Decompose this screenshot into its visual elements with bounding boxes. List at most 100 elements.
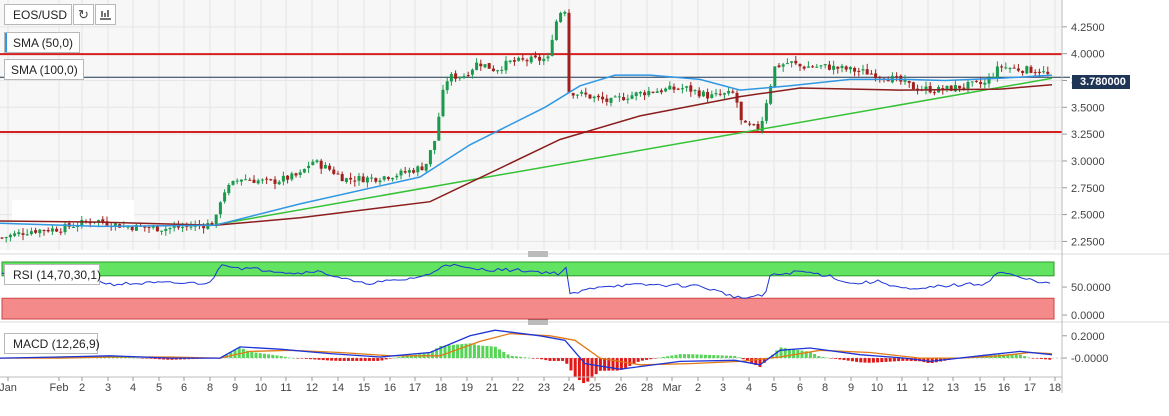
macd-hist-bar-neg — [569, 358, 573, 371]
candle-up — [991, 77, 995, 79]
macd-hist-bar-neg — [556, 358, 560, 361]
candle-down — [34, 230, 38, 233]
macd-hist-bar-pos — [666, 356, 670, 359]
x-tick-label: 22 — [512, 382, 524, 394]
legend-sma100[interactable]: SMA (100,0) — [4, 59, 84, 80]
macd-hist-bar-neg — [867, 358, 871, 363]
macd-hist-bar-neg — [162, 358, 166, 360]
legend-sma50-label: SMA (50,0) — [12, 35, 73, 50]
candle-up — [760, 120, 764, 131]
rsi-y-tick-label: 50.0000 — [1071, 282, 1111, 294]
candle-up — [634, 92, 638, 97]
candle-up — [609, 97, 613, 103]
macd-hist-bar-neg — [888, 358, 892, 362]
candle-down — [697, 90, 701, 97]
candle-down — [386, 177, 390, 179]
macd-hist-bar-neg — [892, 358, 896, 362]
macd-line — [0, 329, 1053, 370]
macd-hist-bar-neg — [884, 358, 888, 362]
candle-up — [542, 58, 546, 62]
macd-hist-bar-neg — [535, 358, 539, 359]
indicators-icon[interactable] — [95, 4, 116, 25]
macd-hist-bar-pos — [401, 356, 405, 359]
x-tick-label: Feb — [50, 382, 69, 394]
macd-hist-bar-neg — [905, 358, 909, 361]
x-tick-label: 3 — [105, 382, 111, 394]
legend-macd[interactable]: MACD (12,26,9) — [4, 333, 100, 354]
overlay-box — [12, 200, 134, 224]
candle-up — [168, 227, 172, 230]
macd-pane-bg — [0, 328, 1062, 377]
macd-hist-bar-neg — [863, 358, 867, 363]
candle-down — [798, 63, 802, 67]
macd-hist-bar-neg — [636, 358, 640, 362]
legend-rsi[interactable]: RSI (14,70,30,1) — [4, 264, 101, 285]
y-tick-label: 4.2500 — [1071, 22, 1105, 34]
candle-down — [420, 166, 424, 171]
macd-hist-bar-pos — [724, 355, 728, 359]
macd-hist-bar-neg — [170, 358, 174, 360]
candle-up — [315, 160, 319, 163]
macd-hist-bar-neg — [174, 358, 178, 360]
candle-down — [353, 180, 357, 182]
candle-up — [441, 89, 445, 117]
x-tick-label: 10 — [255, 382, 267, 394]
macd-hist-bar-pos — [292, 357, 296, 359]
macd-hist-bar-pos — [787, 348, 791, 359]
pair-selector[interactable]: EOS/USD — [4, 4, 72, 25]
x-tick-label: 2 — [79, 382, 85, 394]
macd-hist-bar-pos — [661, 357, 665, 359]
macd-hist-bar-pos — [233, 350, 237, 359]
candle-up — [517, 57, 521, 61]
x-tick-label: Mar — [663, 382, 682, 394]
candle-up — [416, 166, 420, 173]
macd-hist-bar-pos — [393, 357, 397, 359]
candle-up — [983, 82, 987, 85]
candle-up — [848, 66, 852, 70]
candle-up — [449, 74, 453, 82]
y-tick-label: 2.5000 — [1071, 210, 1105, 222]
candle-up — [580, 91, 584, 94]
macd-hist-bar-neg — [850, 358, 854, 362]
x-tick-label: 16 — [998, 382, 1010, 394]
candle-down — [651, 91, 655, 93]
candle-up — [470, 69, 474, 75]
candle-down — [748, 123, 752, 125]
candle-up — [8, 234, 12, 238]
macd-hist-bar-neg — [321, 358, 325, 361]
x-tick-label: 12 — [306, 382, 318, 394]
macd-hist-bar-pos — [825, 357, 829, 359]
macd-hist-bar-pos — [502, 351, 506, 359]
refresh-icon[interactable]: ↻ — [73, 4, 94, 25]
x-tick-label: 14 — [332, 382, 344, 394]
macd-hist-bar-neg — [632, 358, 636, 364]
macd-hist-bar-neg — [855, 358, 859, 362]
legend-sma50[interactable]: SMA (50,0) — [4, 32, 80, 53]
x-tick-label: 8 — [207, 382, 213, 394]
macd-hist-bar-neg — [745, 358, 749, 362]
rsi-line — [1, 263, 1051, 299]
candle-up — [134, 224, 138, 231]
macd-hist-bar-neg — [342, 358, 346, 361]
macd-hist-bar-pos — [783, 348, 787, 359]
candle-up — [298, 172, 302, 175]
candle-down — [853, 67, 857, 72]
candle-up — [399, 170, 403, 176]
candle-up — [63, 223, 67, 233]
candle-up — [344, 178, 348, 182]
candle-up — [617, 96, 621, 98]
macd-signal-line — [0, 332, 1053, 366]
candle-up — [231, 180, 235, 185]
candle-up — [680, 88, 684, 90]
macd-hist-bar-neg — [1044, 358, 1048, 360]
macd-hist-bar-neg — [762, 358, 766, 363]
macd-hist-bar-neg — [561, 358, 565, 361]
macd-hist-bar-neg — [880, 358, 884, 363]
y-tick-label: 3.2500 — [1071, 129, 1105, 141]
macd-hist-bar-pos — [477, 345, 481, 359]
candle-down — [340, 174, 344, 182]
candle-up — [256, 180, 260, 184]
macd-hist-bar-neg — [552, 358, 556, 361]
x-tick-label: 19 — [461, 382, 473, 394]
